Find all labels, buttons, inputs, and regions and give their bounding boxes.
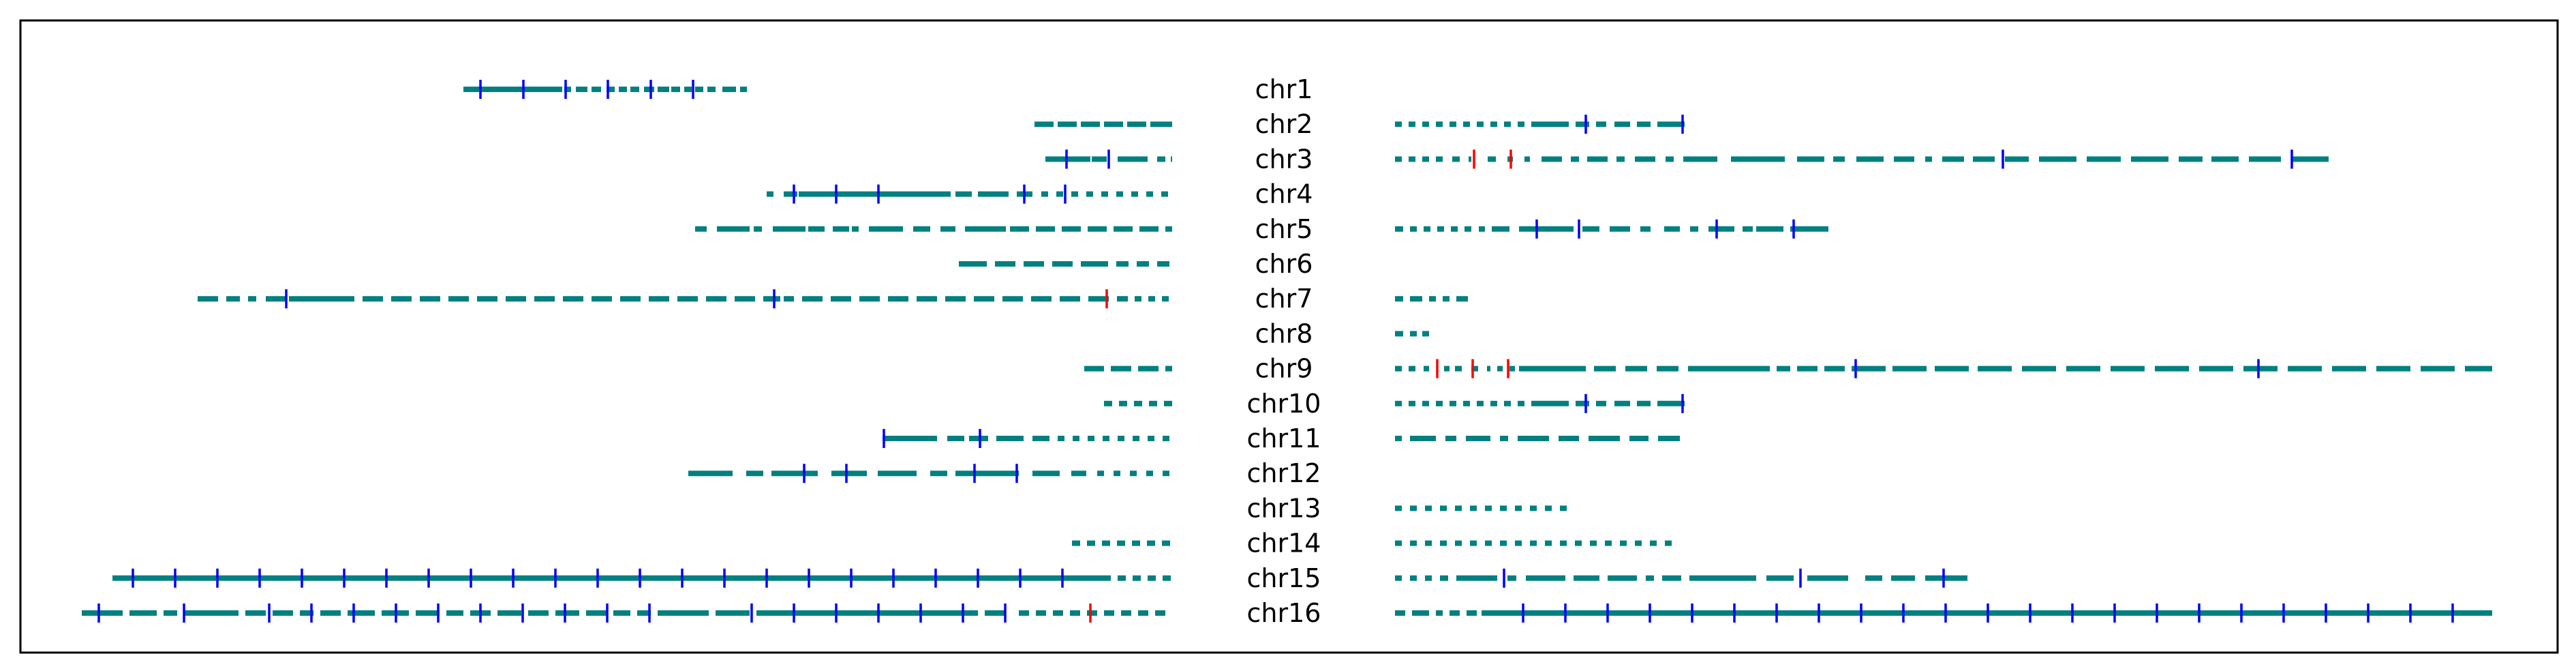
- plot-frame: [19, 19, 2559, 654]
- chromosome-label: chr13: [1247, 493, 1321, 523]
- chromosome-label: chr2: [1255, 109, 1313, 139]
- chromosome-label: chr11: [1247, 423, 1321, 453]
- chromosome-label: chr14: [1247, 528, 1321, 558]
- chromosome-label: chr9: [1255, 354, 1313, 384]
- chromosome-row-chr2: chr2: [1034, 109, 1685, 139]
- chromosome-label: chr12: [1247, 458, 1321, 488]
- chromosome-row-chr7: chr7: [198, 284, 1468, 314]
- chromosome-label: chr4: [1255, 179, 1313, 209]
- chromosome-label: chr3: [1255, 144, 1313, 174]
- chromosome-row-chr1: chr1: [463, 74, 1313, 104]
- chromosome-label: chr10: [1247, 389, 1321, 419]
- chromosome-row-chr4: chr4: [767, 179, 1313, 209]
- chromosome-label: chr8: [1255, 318, 1313, 348]
- chromosome-row-chr10: chr10: [1104, 389, 1685, 419]
- chromosome-row-chr5: chr5: [695, 214, 1828, 244]
- chromosome-row-chr14: chr14: [1072, 528, 1672, 558]
- chromosome-row-chr8: chr8: [1255, 318, 1429, 348]
- chromosome-label: chr6: [1255, 249, 1313, 279]
- chromosome-tracks: chr1 chr2 chr3 chr4 chr5 chr6 chr7 chr8 chr9 chr1…: [82, 74, 2492, 628]
- chromosome-row-chr11: chr11: [883, 423, 1680, 453]
- chromosome-row-chr6: chr6: [959, 249, 1313, 279]
- chromosome-row-chr9: chr9: [1084, 354, 2492, 384]
- chromosome-label: chr7: [1255, 284, 1313, 314]
- chromosome-label: chr5: [1255, 214, 1313, 244]
- chromosome-row-chr16: chr16: [82, 598, 2492, 628]
- chromosome-label: chr16: [1247, 598, 1321, 628]
- chromosome-row-chr3: chr3: [1045, 144, 2329, 174]
- chromosome-row-chr12: chr12: [688, 458, 1321, 488]
- chromosome-label: chr1: [1255, 74, 1313, 104]
- chromosome-row-chr13: chr13: [1247, 493, 1567, 523]
- chromosome-row-chr15: chr15: [112, 563, 1967, 593]
- chromosome-label: chr15: [1247, 563, 1321, 593]
